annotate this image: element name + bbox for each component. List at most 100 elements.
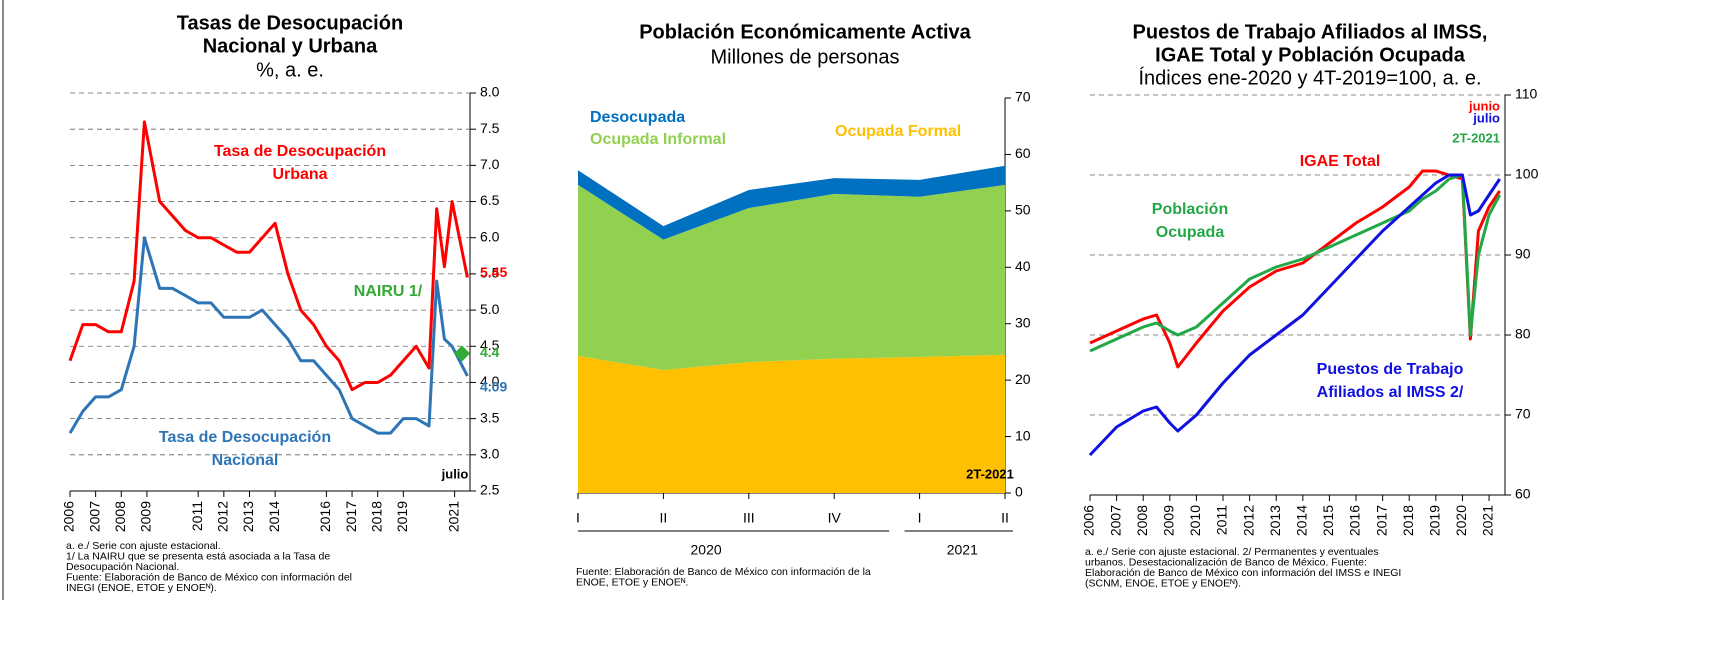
chart-subtitle: Millones de personas — [711, 46, 900, 68]
reference-value-label: 4.4 — [480, 344, 500, 360]
x-tick-label: 2006 — [61, 501, 77, 532]
period-label: 2T-2021 — [1452, 130, 1500, 145]
area-segment — [578, 354, 1005, 493]
footnote: a. e./ Serie con ajuste estacional. — [66, 540, 221, 552]
legend-label: Ocupada Formal — [835, 123, 961, 140]
y-tick-label: 50 — [1015, 202, 1031, 218]
x-tick-label: 2014 — [266, 501, 282, 532]
footnote: Elaboración de Banco de México con infor… — [1085, 567, 1401, 579]
y-tick-label: 40 — [1015, 258, 1031, 274]
x-tick-label: 2020 — [1453, 505, 1469, 536]
x-tick-label: 2011 — [1214, 505, 1230, 535]
x-tick-label: II — [1001, 510, 1009, 526]
chart-subtitle: Índices ene-2020 y 4T-2019=100, a. e. — [1138, 66, 1481, 89]
footnote: 1/ La NAIRU que se presenta está asociad… — [66, 550, 330, 562]
y-tick-label: 3.0 — [480, 446, 500, 462]
y-tick-label: 60 — [1015, 145, 1031, 161]
x-tick-label: II — [660, 510, 668, 526]
footnote: INEGI (ENOE, ETOE y ENOEᴺ). — [66, 582, 217, 594]
group-label: 2020 — [691, 542, 722, 558]
x-tick-label: 2008 — [1134, 505, 1150, 536]
y-tick-label: 4.0 — [480, 373, 500, 389]
y-tick-label: 100 — [1515, 166, 1539, 182]
chart-title: Tasas de Desocupación — [177, 12, 403, 34]
footnote: Desocupación Nacional. — [66, 561, 179, 573]
x-tick-label: 2017 — [1373, 505, 1389, 536]
y-tick-label: 7.0 — [480, 156, 500, 172]
x-tick-label: IV — [828, 510, 842, 526]
y-tick-label: 80 — [1515, 326, 1531, 342]
end-value-label: 4.09 — [480, 379, 507, 395]
area-segment — [578, 184, 1005, 370]
x-tick-label: 2019 — [1427, 505, 1443, 536]
y-tick-label: 90 — [1515, 246, 1531, 262]
x-tick-label: 2016 — [317, 501, 333, 532]
x-tick-label: 2011 — [189, 501, 205, 531]
x-tick-label: I — [918, 510, 922, 526]
x-tick-label: 2009 — [1161, 505, 1177, 536]
chart-subtitle: %, a. e. — [256, 59, 324, 81]
y-tick-label: 20 — [1015, 371, 1031, 387]
series-label: Población — [1152, 201, 1228, 218]
series-line — [1088, 173, 1501, 457]
area-segment — [578, 165, 1005, 240]
x-tick-label: 2017 — [343, 501, 359, 532]
annotation: julio — [441, 466, 469, 481]
legend-label: Desocupada — [590, 109, 685, 126]
x-tick-label: 2006 — [1081, 505, 1097, 536]
y-tick-label: 70 — [1015, 89, 1031, 105]
series-label: Ocupada — [1156, 224, 1225, 241]
y-tick-label: 0 — [1015, 484, 1023, 500]
x-tick-label: 2007 — [86, 501, 102, 532]
period-label: junio — [1468, 98, 1500, 113]
series-label: Tasa de Desocupación — [214, 143, 386, 160]
x-tick-label: 2013 — [240, 501, 256, 532]
footnote: a. e./ Serie con ajuste estacional. 2/ P… — [1085, 546, 1379, 558]
x-tick-label: 2021 — [1480, 505, 1496, 536]
y-tick-label: 30 — [1015, 314, 1031, 330]
series-label: Nacional — [212, 452, 279, 469]
y-tick-label: 7.5 — [480, 120, 500, 136]
x-tick-label: 2019 — [394, 501, 410, 532]
x-tick-label: 2018 — [368, 501, 384, 532]
x-tick-label: 2016 — [1347, 505, 1363, 536]
x-tick-label: 2012 — [1240, 505, 1256, 536]
y-tick-label: 5.5 — [480, 265, 500, 281]
y-tick-label: 2.5 — [480, 482, 500, 498]
chart-title: Puestos de Trabajo Afiliados al IMSS, — [1133, 21, 1488, 43]
annotation: 2T-2021 — [966, 466, 1014, 481]
x-tick-label: 2008 — [112, 501, 128, 532]
series-line — [1089, 173, 1502, 353]
footnote: ENOE, ETOE y ENOEᴺ. — [576, 576, 688, 588]
x-tick-label: 2014 — [1294, 505, 1310, 536]
y-tick-label: 6.5 — [480, 192, 500, 208]
y-tick-label: 8.0 — [480, 84, 500, 100]
x-tick-label: I — [576, 510, 580, 526]
y-tick-label: 4.5 — [480, 337, 500, 353]
chart-title: IGAE Total y Población Ocupada — [1155, 44, 1466, 66]
y-tick-label: 10 — [1015, 427, 1031, 443]
chart-title: Población Económicamente Activa — [639, 21, 971, 43]
x-tick-label: 2012 — [215, 501, 231, 532]
x-tick-label: 2018 — [1400, 505, 1416, 536]
y-tick-label: 6.0 — [480, 228, 500, 244]
footnote: Fuente: Elaboración de Banco de México c… — [576, 566, 871, 578]
x-tick-label: 2010 — [1187, 505, 1203, 536]
series-label: Urbana — [272, 166, 327, 183]
series-line — [68, 236, 469, 435]
y-tick-label: 3.5 — [480, 409, 500, 425]
x-tick-label: 2015 — [1320, 505, 1336, 536]
y-tick-label: 5.0 — [480, 301, 500, 317]
chart-title: Nacional y Urbana — [203, 35, 378, 57]
series-label: Puestos de Trabajo — [1317, 361, 1464, 378]
y-tick-label: 110 — [1515, 86, 1538, 102]
x-tick-label: 2013 — [1267, 505, 1283, 536]
x-tick-label: 2021 — [445, 501, 461, 532]
footnote: urbanos. Desestacionalización de Banco d… — [1085, 556, 1367, 568]
reference-label: NAIRU 1/ — [354, 283, 423, 300]
legend-label: Ocupada Informal — [590, 131, 726, 148]
series-line — [68, 120, 469, 392]
period-label: julio — [1472, 110, 1500, 125]
footnote: (SCNM, ENOE, ETOE y ENOEᴺ). — [1085, 577, 1241, 589]
